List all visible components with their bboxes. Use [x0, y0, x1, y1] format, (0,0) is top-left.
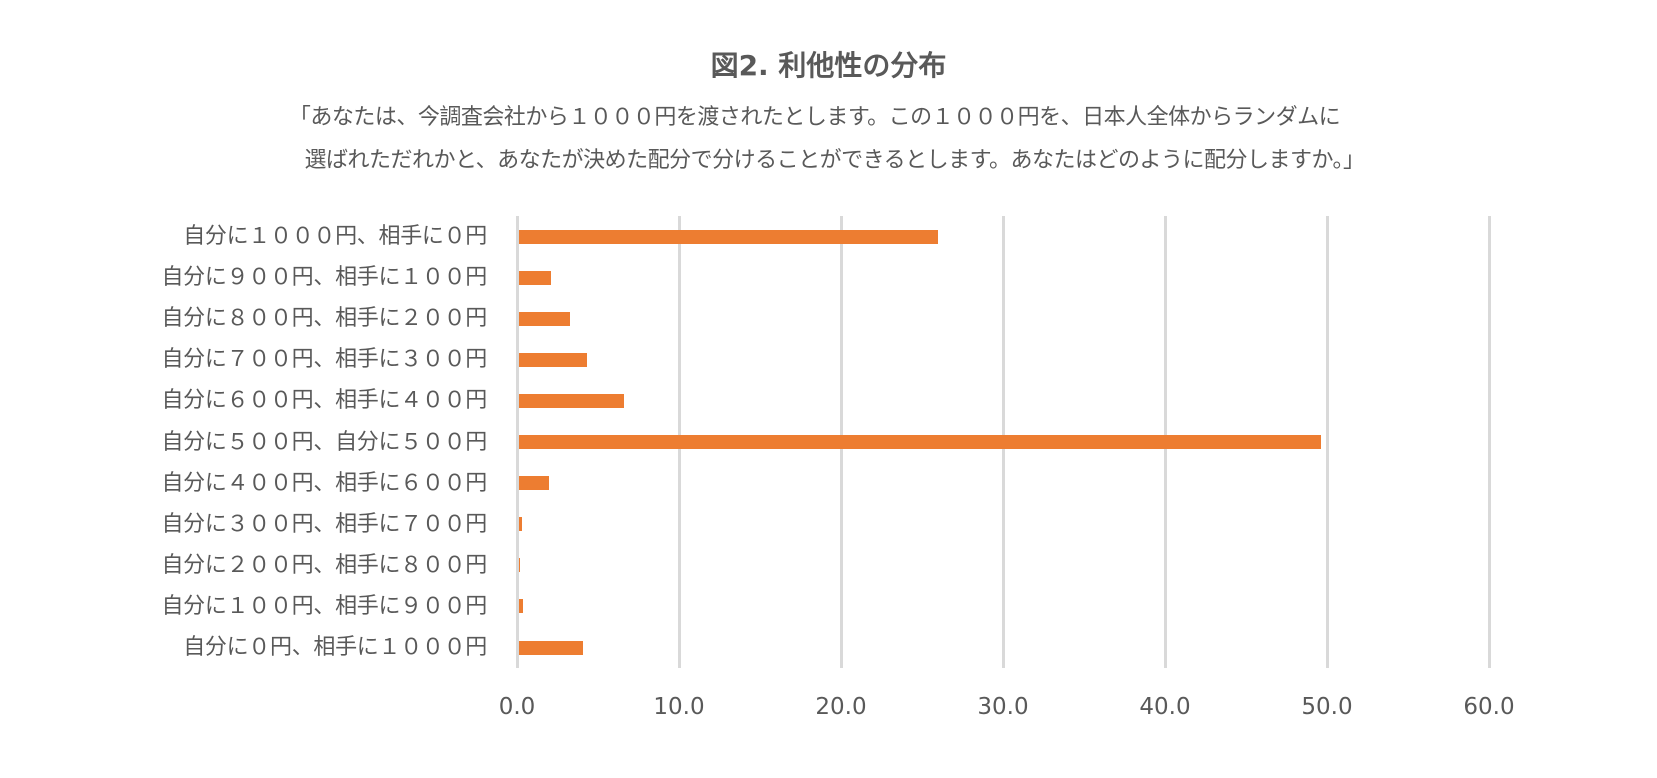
bar-row	[517, 380, 1489, 421]
bar	[519, 640, 584, 655]
category-label: 自分に０円、相手に１０００円	[183, 635, 487, 660]
gridline-0	[516, 216, 519, 668]
tick-label: 10.0	[653, 694, 705, 720]
bar-row	[517, 216, 1489, 257]
category-label: 自分に８００円、相手に２００円	[161, 306, 487, 332]
bar-row	[517, 422, 1489, 463]
bar-row	[517, 504, 1489, 545]
tick-label: 40.0	[1139, 694, 1191, 720]
bar	[519, 229, 939, 244]
category-label: 自分に９００円、相手に１００円	[161, 265, 487, 291]
chart-title: 図2. 利他性の分布	[710, 49, 947, 82]
category-label: 自分に５００円、自分に５００円	[161, 429, 487, 455]
category-label: 自分に２００円、相手に８００円	[161, 552, 487, 578]
tick-label: 0.0	[498, 694, 536, 720]
category-label: 自分に６００円、相手に４００円	[161, 388, 487, 414]
chart-subtitle-line-2: 選ばれただれかと、あなたが決めた配分で分けることができるとします。あなたはどのよ…	[304, 148, 1365, 173]
tick-label: 50.0	[1301, 694, 1353, 720]
bar-row	[517, 339, 1489, 380]
bar-row	[517, 257, 1489, 298]
chart-subtitle-line-1: 「あなたは、今調査会社から１０００円を渡されたとします。この１０００円を、日本人…	[288, 105, 1341, 130]
bar-row	[517, 298, 1489, 339]
bar-row	[517, 545, 1489, 586]
tick-label: 20.0	[815, 694, 867, 720]
bar	[519, 558, 521, 573]
category-label: 自分に１００円、相手に９００円	[161, 593, 487, 619]
bar-row	[517, 586, 1489, 627]
category-label: 自分に４００円、相手に６００円	[161, 470, 487, 496]
tick-label: 60.0	[1463, 694, 1515, 720]
bar	[519, 393, 624, 408]
bar-row	[517, 463, 1489, 504]
bar	[519, 435, 1321, 449]
bar	[519, 599, 524, 614]
plot-area	[516, 216, 1491, 668]
category-label: 自分に７００円、相手に３００円	[161, 347, 487, 373]
bar	[519, 352, 587, 367]
bar	[519, 270, 552, 285]
tick-label: 30.0	[977, 694, 1029, 720]
bar	[519, 311, 571, 326]
gridline-60	[1488, 216, 1491, 668]
category-label: 自分に３００円、相手に７００円	[161, 511, 487, 537]
category-label: 自分に１０００円、相手に０円	[183, 224, 487, 249]
bar	[519, 476, 550, 491]
bar-row	[517, 627, 1489, 668]
gridline-50	[1326, 216, 1329, 668]
bar	[519, 517, 522, 532]
